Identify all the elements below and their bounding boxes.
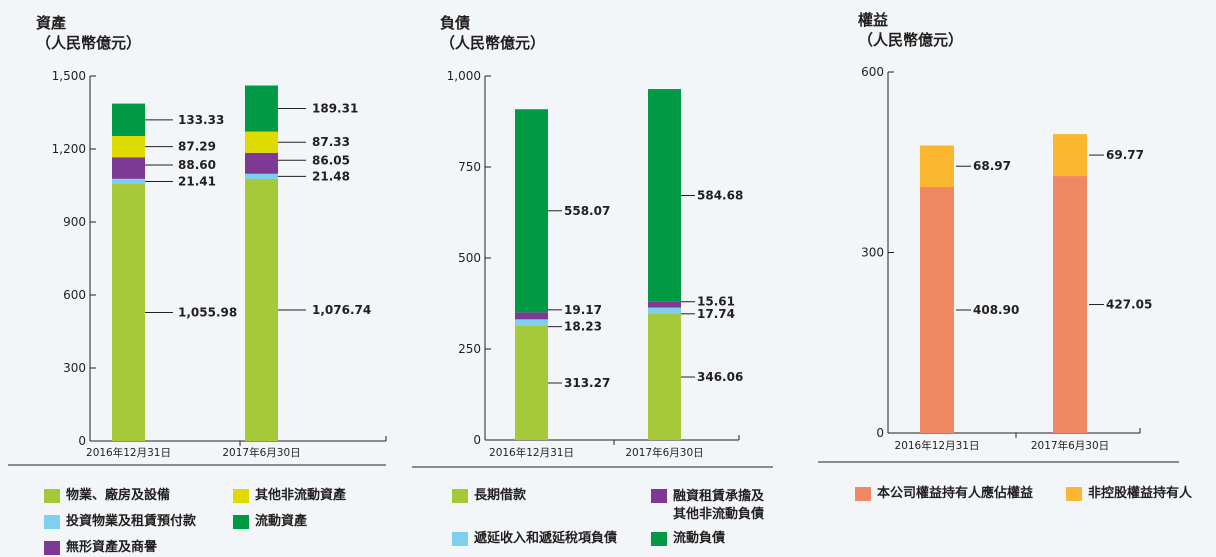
legend-swatch-deferred xyxy=(452,532,468,546)
liabilities-data-label: 584.68 xyxy=(697,188,743,202)
legend-label-finance-lease: 融資租賃承擔及 其他非流動負債 xyxy=(673,489,765,522)
liabilities-category-label: 2016年12月31日 xyxy=(489,446,574,459)
equity-bar-segment xyxy=(1053,176,1087,434)
equity-bar-segment xyxy=(1053,134,1087,177)
assets-y-tick-label: 300 xyxy=(63,361,86,375)
legend-label-other-noncurrent: 其他非流動資產 xyxy=(255,488,347,503)
assets-data-label: 87.33 xyxy=(312,135,350,149)
liabilities-chart-title: 負債 （人民幣億元） xyxy=(440,13,545,53)
equity-title: 權益 xyxy=(858,11,889,29)
assets-bar-segment xyxy=(245,173,278,179)
liabilities-data-label: 346.06 xyxy=(697,370,743,384)
assets-bar-segment xyxy=(112,157,145,179)
legend-label-nci: 非控股權益持有人 xyxy=(1088,486,1193,501)
assets-chart-title: 資產 （人民幣億元） xyxy=(36,13,141,53)
assets-bar-segment xyxy=(112,178,145,185)
legend-swatch-investment-property xyxy=(44,515,60,529)
liabilities-y-tick-label: 250 xyxy=(458,342,481,356)
legend-swatch-current-liabilities xyxy=(651,532,667,546)
equity-data-label: 408.90 xyxy=(973,303,1019,317)
equity-y-tick-label: 0 xyxy=(876,426,884,440)
legend-swatch-ppe xyxy=(44,489,60,503)
assets-bar-segment xyxy=(112,103,145,137)
equity-unit: （人民幣億元） xyxy=(858,31,964,49)
assets-data-label: 88.60 xyxy=(178,158,216,172)
legend-swatch-equity-owners xyxy=(855,487,871,501)
assets-y-tick-label: 600 xyxy=(63,288,86,302)
liabilities-title: 負債 xyxy=(440,14,471,32)
assets-y-tick-label: 1,200 xyxy=(52,142,86,156)
legend-label-long-term-borrowings: 長期借款 xyxy=(474,488,527,503)
assets-y-tick-label: 900 xyxy=(63,215,86,229)
legend-swatch-other-noncurrent xyxy=(233,489,249,503)
liabilities-bar-segment xyxy=(648,307,681,315)
legend-label-investment-property: 投資物業及租賃預付款 xyxy=(66,514,197,529)
assets-data-label: 86.05 xyxy=(312,153,350,167)
assets-category-label: 2017年6月30日 xyxy=(222,446,300,459)
liabilities-bar-segment xyxy=(515,312,548,320)
assets-data-label: 1,076.74 xyxy=(312,303,371,317)
liabilities-data-label: 17.74 xyxy=(697,307,735,321)
liabilities-category-label: 2017年6月30日 xyxy=(625,446,703,459)
assets-bar-segment xyxy=(245,85,278,132)
assets-bar-segment xyxy=(245,178,278,441)
assets-data-label: 87.29 xyxy=(178,140,216,154)
legend-label-deferred: 遞延收入和遞延稅項負債 xyxy=(474,531,618,546)
assets-title: 資產 xyxy=(36,14,67,32)
equity-data-label: 68.97 xyxy=(973,159,1011,173)
equity-category-label: 2016年12月31日 xyxy=(895,439,980,452)
liabilities-bar-segment xyxy=(515,109,548,313)
assets-data-label: 1,055.98 xyxy=(178,306,237,320)
assets-data-label: 133.33 xyxy=(178,113,224,127)
assets-bar-segment xyxy=(245,131,278,153)
liabilities-bar-segment xyxy=(515,319,548,326)
liabilities-bar-segment xyxy=(515,325,548,440)
equity-chart-title: 權益 （人民幣億元） xyxy=(858,10,963,50)
equity-data-label: 427.05 xyxy=(1106,298,1152,312)
liabilities-data-label: 18.23 xyxy=(564,320,602,334)
assets-bar-segment xyxy=(112,184,145,441)
liabilities-y-tick-label: 1,000 xyxy=(447,69,481,83)
equity-data-label: 69.77 xyxy=(1106,148,1144,162)
assets-bar-segment xyxy=(245,152,278,174)
assets-y-tick-label: 1,500 xyxy=(52,69,86,83)
liabilities-data-label: 558.07 xyxy=(564,204,610,218)
equity-category-label: 2017年6月30日 xyxy=(1031,439,1109,452)
liabilities-bar-segment xyxy=(648,301,681,308)
legend-label-equity-owners: 本公司權益持有人應佔權益 xyxy=(877,486,1034,501)
liabilities-bar-segment xyxy=(648,314,681,440)
legend-label-current-assets: 流動資產 xyxy=(255,514,308,529)
assets-unit: （人民幣億元） xyxy=(36,34,142,52)
liabilities-bar-segment xyxy=(648,89,681,302)
assets-y-tick-label: 0 xyxy=(78,434,86,448)
liabilities-y-tick-label: 750 xyxy=(458,160,481,174)
liabilities-y-tick-label: 0 xyxy=(473,433,481,447)
liabilities-data-label: 313.27 xyxy=(564,376,610,390)
legend-swatch-intangible xyxy=(44,541,60,555)
assets-bar-segment xyxy=(112,136,145,158)
liabilities-data-label: 15.61 xyxy=(697,295,735,309)
legend-swatch-long-term-borrowings xyxy=(452,489,468,503)
assets-data-label: 21.48 xyxy=(312,169,350,183)
legend-label-ppe: 物業、廠房及設備 xyxy=(66,488,171,503)
legend-label-intangible: 無形資產及商譽 xyxy=(66,540,158,555)
equity-y-tick-label: 600 xyxy=(861,65,884,79)
legend-swatch-nci xyxy=(1066,487,1082,501)
liabilities-unit: （人民幣億元） xyxy=(440,34,546,52)
assets-data-label: 21.41 xyxy=(178,174,216,188)
liabilities-data-label: 19.17 xyxy=(564,303,602,317)
assets-category-label: 2016年12月31日 xyxy=(86,446,171,459)
legend-swatch-finance-lease xyxy=(651,489,667,503)
equity-bar-segment xyxy=(920,145,954,187)
assets-data-label: 189.31 xyxy=(312,102,358,116)
equity-y-tick-label: 300 xyxy=(861,246,884,260)
equity-bar-segment xyxy=(920,186,954,433)
liabilities-y-tick-label: 500 xyxy=(458,251,481,265)
legend-label-current-liabilities: 流動負債 xyxy=(673,531,726,546)
legend-swatch-current-assets xyxy=(233,515,249,529)
